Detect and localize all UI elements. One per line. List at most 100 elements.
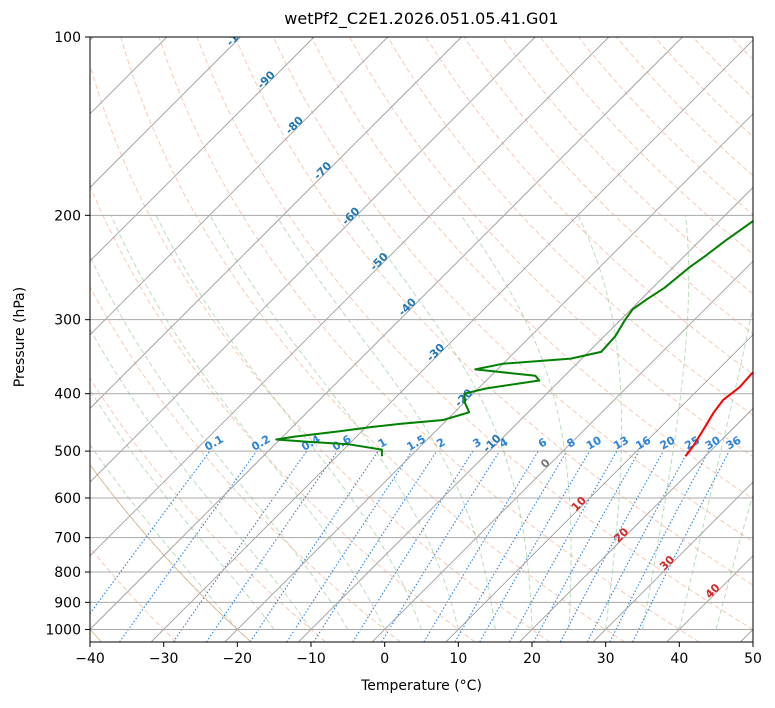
isotherm-line xyxy=(90,37,536,483)
isotherm-line xyxy=(740,628,753,642)
x-tick-label: 10 xyxy=(449,651,467,667)
mixing-ratio-line xyxy=(205,450,338,642)
dewpoint-profile-line xyxy=(275,219,753,457)
mixing-ratio-line xyxy=(172,450,308,642)
isotherm-label: 10 xyxy=(569,494,589,514)
y-tick-label: 200 xyxy=(54,208,81,224)
moist-adiabat-line xyxy=(90,327,312,630)
mixing-ratio-label: 2 xyxy=(434,436,447,451)
chart-title: wetPf2_C2E1.2026.051.05.41.G01 xyxy=(284,9,559,28)
mixing-ratio-label: 30 xyxy=(703,433,723,452)
mixing-ratio-line xyxy=(352,450,474,642)
x-tick-label: −30 xyxy=(149,651,179,667)
mixing-ratio-line xyxy=(249,450,379,642)
moist-adiabat-line xyxy=(678,304,753,630)
dry-adiabat-line xyxy=(158,37,700,642)
x-tick-label: 40 xyxy=(670,651,688,667)
moist-adiabat-line xyxy=(90,443,238,630)
y-tick-label: 1000 xyxy=(45,622,81,638)
y-tick-label: 800 xyxy=(54,565,81,581)
isotherm-label: 20 xyxy=(611,525,631,545)
isotherm-line xyxy=(224,113,753,642)
isotherm-line xyxy=(90,37,610,557)
dry-adiabat-line xyxy=(90,184,476,642)
y-tick-label: 900 xyxy=(54,595,81,611)
isotherm-line xyxy=(90,37,462,410)
isotherm-label: -90 xyxy=(255,68,278,91)
dry-adiabat-line xyxy=(501,37,753,295)
dry-adiabat-line xyxy=(234,37,753,586)
isotherm-line xyxy=(445,334,753,642)
dry-adiabat-line xyxy=(387,37,753,416)
moist-adiabat-line xyxy=(110,215,386,630)
y-tick-label: 700 xyxy=(54,531,81,547)
mixing-ratio-label: 13 xyxy=(611,434,631,453)
mixing-ratio-line xyxy=(632,450,730,642)
moist-adiabat-line xyxy=(275,215,496,630)
moist-adiabat-line xyxy=(209,215,459,630)
x-tick-label: 0 xyxy=(380,651,389,667)
x-tick-label: 30 xyxy=(597,651,615,667)
mixing-ratio-line xyxy=(454,450,568,642)
isotherm-line xyxy=(90,37,241,189)
mixing-ratio-line xyxy=(286,450,413,642)
y-tick-label: 500 xyxy=(54,444,81,460)
dry-adiabat-line xyxy=(425,37,753,375)
dry-adiabat-line xyxy=(90,463,252,642)
dry-adiabat-line xyxy=(349,37,753,458)
mixing-ratio-label: 0.1 xyxy=(202,433,225,454)
x-tick-label: −10 xyxy=(296,651,326,667)
isotherm-label: -30 xyxy=(424,341,447,364)
isotherm-label: -80 xyxy=(283,114,306,137)
moist-adiabat-line xyxy=(90,255,349,630)
isotherm-line xyxy=(0,37,19,642)
isotherm-line xyxy=(90,37,94,41)
dry-adiabat-line xyxy=(120,37,625,642)
mixing-ratio-line xyxy=(381,450,500,642)
isotherm-line xyxy=(371,260,753,642)
isotherm-line xyxy=(90,37,683,631)
dry-adiabat-line xyxy=(463,37,753,335)
mixing-ratio-line xyxy=(313,450,438,642)
isotherm-label: -60 xyxy=(339,204,362,227)
mixing-ratio-line xyxy=(586,450,689,642)
plot-frame xyxy=(89,36,754,643)
isotherm-line xyxy=(90,37,168,115)
mixing-ratio-label: 10 xyxy=(584,433,604,452)
x-tick-label: −20 xyxy=(223,651,253,667)
y-tick-label: 300 xyxy=(54,313,81,329)
mixing-ratio-label: 20 xyxy=(658,433,678,452)
isotherm-label: 30 xyxy=(657,553,677,573)
dry-adiabat-line xyxy=(90,377,327,642)
dry-adiabat-line xyxy=(272,37,753,543)
isotherm-line xyxy=(150,39,753,642)
dry-adiabat-line xyxy=(90,463,252,642)
mixing-ratio-label: 1.5 xyxy=(404,433,427,454)
isotherm-line xyxy=(519,407,753,642)
isotherm-line xyxy=(90,37,315,262)
mixing-ratio-line xyxy=(119,450,258,642)
mixing-ratio-line xyxy=(533,450,640,642)
x-axis-label: Temperature (°C) xyxy=(361,678,482,694)
dry-adiabat-line xyxy=(90,285,401,642)
x-tick-label: 50 xyxy=(744,651,762,667)
y-tick-label: 100 xyxy=(54,30,81,46)
mixing-ratio-line xyxy=(609,450,709,642)
isotherm-line xyxy=(666,555,753,642)
mixing-ratio-label: 36 xyxy=(724,433,744,452)
dry-adiabat-line xyxy=(578,37,753,216)
isotherm-line xyxy=(592,481,753,642)
isotherm-line xyxy=(90,37,389,336)
isotherm-label: -50 xyxy=(367,250,390,273)
dry-adiabat-line xyxy=(311,37,753,500)
temperature-profile-line xyxy=(684,371,753,457)
isotherm-label: 40 xyxy=(703,581,723,601)
y-tick-label: 400 xyxy=(54,387,81,403)
dry-adiabat-line xyxy=(692,37,753,99)
dry-adiabat-line xyxy=(539,37,753,255)
isotherm-label: -100 xyxy=(224,20,253,49)
mixing-ratio-line xyxy=(559,450,664,642)
isotherm-line xyxy=(298,186,753,642)
x-tick-label: −40 xyxy=(75,651,105,667)
